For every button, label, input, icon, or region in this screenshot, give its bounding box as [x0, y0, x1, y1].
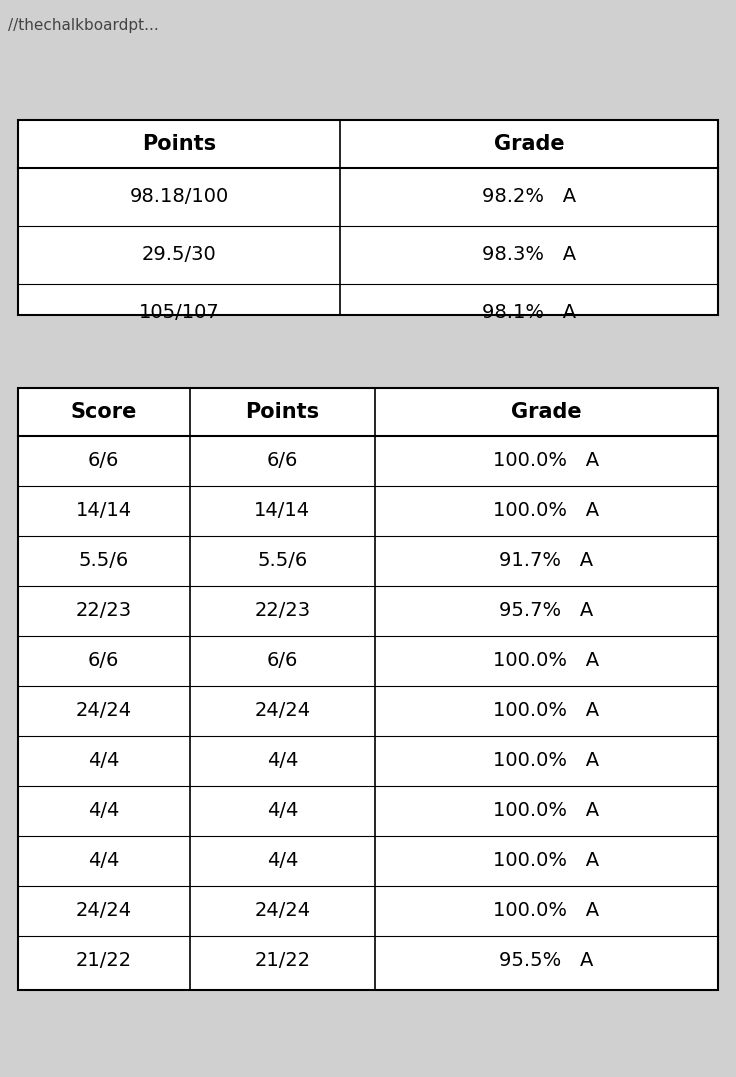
Text: 21/22: 21/22 — [254, 951, 311, 970]
Text: 100.0%   A: 100.0% A — [493, 701, 600, 721]
Text: 4/4: 4/4 — [266, 752, 298, 770]
Bar — [18, 120, 718, 314]
Text: Points: Points — [245, 402, 319, 422]
Text: 100.0%   A: 100.0% A — [493, 752, 600, 770]
Text: 91.7%   A: 91.7% A — [500, 551, 593, 571]
Text: 4/4: 4/4 — [88, 801, 119, 821]
Text: //thechalkboardpt...: //thechalkboardpt... — [8, 18, 159, 33]
Text: 22/23: 22/23 — [254, 601, 311, 620]
Text: 98.18/100: 98.18/100 — [130, 187, 229, 207]
Text: 100.0%   A: 100.0% A — [493, 451, 600, 471]
Text: 98.2%   A: 98.2% A — [482, 187, 576, 207]
Text: 4/4: 4/4 — [266, 801, 298, 821]
Text: 100.0%   A: 100.0% A — [493, 502, 600, 520]
Text: 98.3%   A: 98.3% A — [482, 246, 576, 265]
Text: 100.0%   A: 100.0% A — [493, 801, 600, 821]
Text: 24/24: 24/24 — [254, 701, 311, 721]
Text: 6/6: 6/6 — [266, 451, 298, 471]
Text: 6/6: 6/6 — [88, 652, 119, 671]
Text: 5.5/6: 5.5/6 — [257, 551, 308, 571]
Text: 6/6: 6/6 — [88, 451, 119, 471]
Text: 24/24: 24/24 — [254, 901, 311, 921]
Text: 100.0%   A: 100.0% A — [493, 652, 600, 671]
Text: Grade: Grade — [512, 402, 582, 422]
Text: 14/14: 14/14 — [254, 502, 311, 520]
Text: 100.0%   A: 100.0% A — [493, 901, 600, 921]
Text: 4/4: 4/4 — [88, 852, 119, 870]
Bar — [18, 388, 718, 990]
Text: 100.0%   A: 100.0% A — [493, 852, 600, 870]
Text: 95.7%   A: 95.7% A — [499, 601, 594, 620]
Text: 29.5/30: 29.5/30 — [141, 246, 216, 265]
Text: 95.5%   A: 95.5% A — [499, 951, 594, 970]
Text: 5.5/6: 5.5/6 — [79, 551, 129, 571]
Text: 4/4: 4/4 — [266, 852, 298, 870]
Text: 24/24: 24/24 — [76, 701, 132, 721]
Text: 14/14: 14/14 — [76, 502, 132, 520]
Text: 6/6: 6/6 — [266, 652, 298, 671]
Text: 4/4: 4/4 — [88, 752, 119, 770]
Text: Points: Points — [142, 134, 216, 154]
Text: 98.1%   A: 98.1% A — [482, 304, 576, 322]
Text: Grade: Grade — [494, 134, 565, 154]
Text: 22/23: 22/23 — [76, 601, 132, 620]
Text: 21/22: 21/22 — [76, 951, 132, 970]
Text: Score: Score — [71, 402, 137, 422]
Text: 24/24: 24/24 — [76, 901, 132, 921]
Text: 105/107: 105/107 — [138, 304, 219, 322]
